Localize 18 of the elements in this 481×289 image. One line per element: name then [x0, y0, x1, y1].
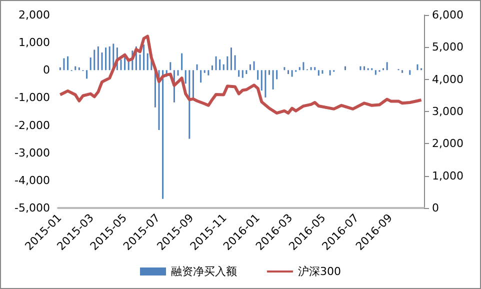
y-tick-label: -1,000	[14, 91, 50, 104]
legend-label: 融资净买入额	[171, 265, 237, 278]
y-tick-label: 2,000	[18, 8, 50, 22]
y-tick-label: 0	[43, 64, 50, 77]
line-series	[58, 34, 423, 115]
legend-label: 沪深300	[298, 265, 341, 278]
y2-tick-label: 0	[432, 202, 439, 214]
y-tick-label: 1,000	[18, 36, 50, 50]
y-tick-label: -3,000	[14, 146, 50, 160]
y-tick-label: -5,000	[14, 202, 50, 214]
y-tick-label: -2,000	[14, 118, 50, 132]
y-tick-label: -4,000	[14, 174, 50, 187]
y2-tick-label: 6,000	[432, 8, 464, 22]
y2-tick-label: 1,000	[432, 169, 464, 182]
y2-tick-label: 3,000	[432, 105, 464, 118]
y2-tick-label: 5,000	[432, 40, 464, 54]
y2-tick-label: 4,000	[432, 72, 464, 86]
y2-tick-label: 2,000	[432, 137, 464, 150]
